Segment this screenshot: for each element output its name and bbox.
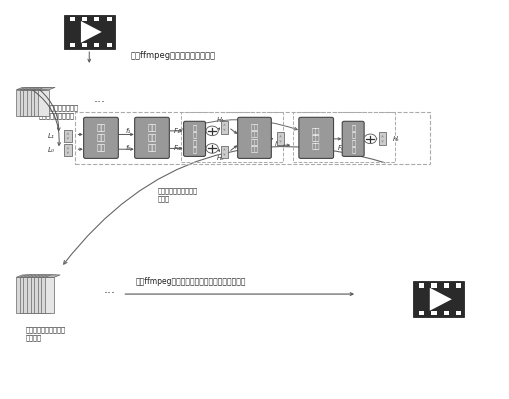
Text: hₜ: hₜ <box>274 141 280 148</box>
Text: Hₜ: Hₜ <box>392 136 399 142</box>
Polygon shape <box>38 90 49 116</box>
Polygon shape <box>16 277 25 313</box>
Bar <box>378 132 386 145</box>
Bar <box>106 17 111 21</box>
Text: 重
建
模
块: 重 建 模 块 <box>192 124 196 153</box>
Circle shape <box>206 144 218 153</box>
Bar <box>455 283 460 288</box>
Polygon shape <box>23 87 41 90</box>
Bar <box>70 17 75 21</box>
Bar <box>443 311 448 315</box>
Polygon shape <box>45 275 60 277</box>
Text: L₀: L₀ <box>48 147 55 154</box>
Polygon shape <box>27 275 42 277</box>
Bar <box>412 281 463 317</box>
FancyBboxPatch shape <box>342 121 363 156</box>
Bar <box>64 130 72 142</box>
Polygon shape <box>27 277 36 313</box>
Bar <box>75 112 429 164</box>
Bar <box>418 283 423 288</box>
Text: 使用ffmpeg将视频分解为帧序列: 使用ffmpeg将视频分解为帧序列 <box>131 51 215 60</box>
Bar <box>431 311 436 315</box>
Bar <box>106 43 111 47</box>
Polygon shape <box>16 87 34 90</box>
Bar <box>82 17 87 21</box>
Text: H₁: H₁ <box>216 117 223 124</box>
Polygon shape <box>34 275 49 277</box>
FancyBboxPatch shape <box>298 117 333 158</box>
Polygon shape <box>31 87 48 90</box>
Polygon shape <box>20 277 29 313</box>
Text: F₀: F₀ <box>173 145 180 152</box>
Polygon shape <box>41 275 56 277</box>
Bar <box>64 15 115 49</box>
Text: 采用ffmpeg将帧序列编码为高帧率高分辨率视频: 采用ffmpeg将帧序列编码为高帧率高分辨率视频 <box>135 277 245 286</box>
Polygon shape <box>27 87 44 90</box>
Polygon shape <box>23 275 39 277</box>
Polygon shape <box>16 275 32 277</box>
Bar <box>455 311 460 315</box>
Bar <box>431 283 436 288</box>
FancyBboxPatch shape <box>183 121 205 156</box>
Polygon shape <box>34 90 45 116</box>
Polygon shape <box>38 277 47 313</box>
Bar <box>220 146 228 158</box>
Polygon shape <box>34 277 43 313</box>
Text: 特征
插值
模块: 特征 插值 模块 <box>312 127 320 148</box>
Bar <box>418 311 423 315</box>
Polygon shape <box>20 90 31 116</box>
Polygon shape <box>45 277 54 313</box>
Polygon shape <box>23 277 33 313</box>
FancyBboxPatch shape <box>134 117 169 158</box>
Polygon shape <box>20 275 35 277</box>
Polygon shape <box>429 288 451 311</box>
Text: 特征
提取
模块: 特征 提取 模块 <box>96 123 105 152</box>
Text: L₁: L₁ <box>48 133 55 139</box>
Bar <box>293 112 394 162</box>
Text: 依次将得到的高分辨率
帧保存: 依次将得到的高分辨率 帧保存 <box>158 188 197 202</box>
Text: f₀: f₀ <box>126 144 131 151</box>
Polygon shape <box>34 87 51 90</box>
Text: Fᵢ: Fᵢ <box>337 145 342 152</box>
Text: H₀: H₀ <box>216 155 223 162</box>
Polygon shape <box>16 90 27 116</box>
Polygon shape <box>38 87 55 90</box>
Polygon shape <box>41 277 50 313</box>
Bar <box>181 112 282 162</box>
Polygon shape <box>31 277 40 313</box>
Text: ···: ··· <box>103 287 116 300</box>
Text: ···: ··· <box>93 97 105 109</box>
Bar <box>276 132 284 145</box>
Circle shape <box>363 134 376 144</box>
FancyBboxPatch shape <box>237 117 271 158</box>
Polygon shape <box>23 90 35 116</box>
Text: 轻量
级帧
插值
模块: 轻量 级帧 插值 模块 <box>250 124 258 152</box>
Circle shape <box>206 126 218 136</box>
Polygon shape <box>20 87 37 90</box>
Bar <box>443 283 448 288</box>
Polygon shape <box>38 275 53 277</box>
Bar <box>70 43 75 47</box>
Polygon shape <box>31 275 46 277</box>
Bar <box>94 17 99 21</box>
Text: 特征
对齐
模块: 特征 对齐 模块 <box>147 123 156 152</box>
Text: 逐次取两帧输入到时空
视频超分辨率模型中: 逐次取两帧输入到时空 视频超分辨率模型中 <box>38 105 78 119</box>
Text: 重
建
模
块: 重 建 模 块 <box>351 124 354 153</box>
Text: F₁: F₁ <box>173 128 180 134</box>
Polygon shape <box>27 90 38 116</box>
Polygon shape <box>31 90 42 116</box>
Bar <box>94 43 99 47</box>
Polygon shape <box>81 21 101 43</box>
Text: 获得高分辨率高帧率视
频帧序列: 获得高分辨率高帧率视 频帧序列 <box>25 327 65 341</box>
Text: f₁: f₁ <box>126 128 131 134</box>
FancyBboxPatch shape <box>83 117 118 158</box>
Bar <box>64 144 72 156</box>
Bar <box>220 121 228 134</box>
Bar <box>82 43 87 47</box>
